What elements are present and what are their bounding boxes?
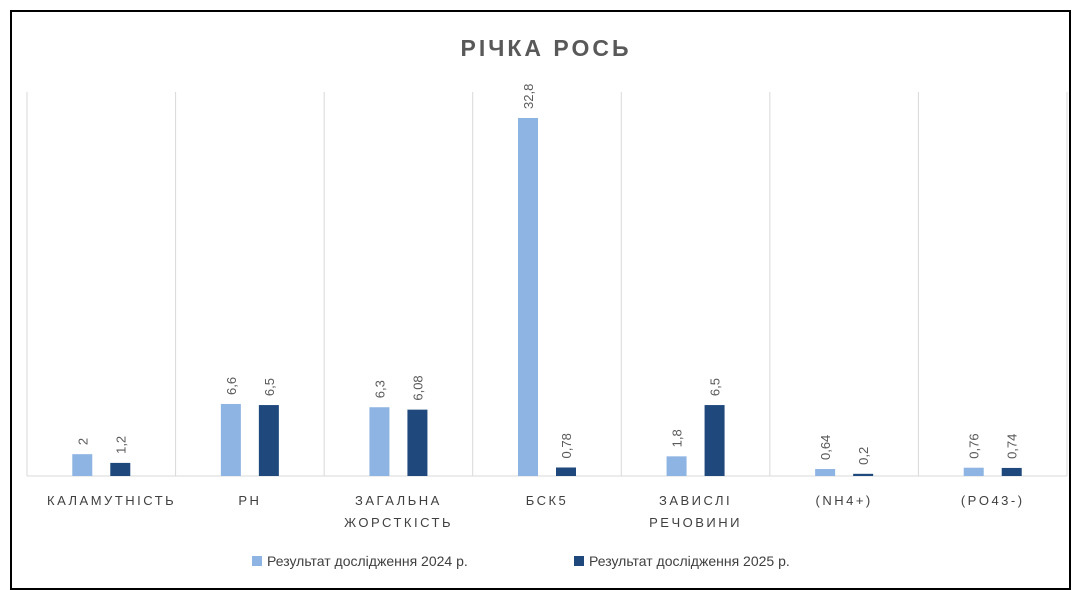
bar [853,473,874,476]
bar [963,467,984,476]
x-tick-label: (NH4+) [815,493,873,508]
bar [556,467,576,476]
data-label: 0,64 [818,435,833,460]
bar [666,456,687,476]
bar [1001,467,1022,476]
bar [518,118,538,476]
chart-title: РІЧКА РОСЬ [461,35,632,61]
bar [704,405,725,476]
legend-label: Результат дослідження 2025 р. [589,553,790,569]
data-label: 6,3 [372,380,387,398]
data-label: 6,5 [262,378,277,396]
data-label: 1,2 [113,436,128,454]
data-label: 6,6 [224,377,239,395]
bar [220,403,241,476]
bar [72,454,93,476]
legend-label: Результат дослідження 2024 р. [267,553,468,569]
x-tick-label: БСК5 [525,493,569,508]
bar [258,405,279,476]
data-label: 0,74 [1005,434,1020,459]
x-tick-label: ЗАГАЛЬНА ЖОРСТКІСТЬ [344,493,454,530]
bar [407,409,428,476]
bar [815,469,836,476]
bar [110,462,131,476]
legend-swatch [574,556,584,566]
data-label: 1,8 [670,429,685,447]
data-label: 32,8 [521,84,536,109]
x-tick-label: PH [238,493,262,508]
data-label: 2 [75,438,90,445]
data-label: 6,08 [410,375,425,400]
x-tick-label: (PO43-) [960,493,1025,508]
bar [369,407,390,476]
x-tick-label: КАЛАМУТНІСТЬ [47,493,177,508]
data-label: 0,2 [856,447,871,465]
legend-swatch [252,556,262,566]
data-label: 0,76 [967,433,982,458]
data-label: 0,78 [559,433,574,458]
data-label: 6,5 [708,378,723,396]
x-tick-label: ЗАВИСЛІ РЕЧОВИНИ [649,493,742,530]
